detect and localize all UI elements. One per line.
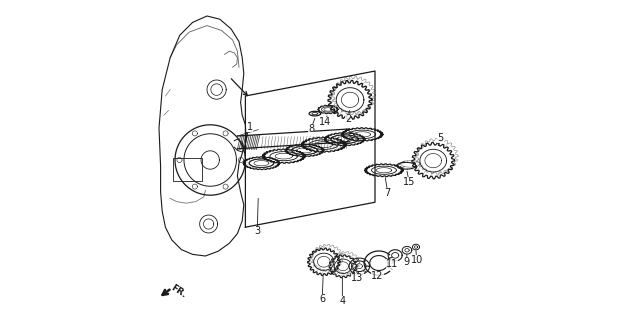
Text: 1: 1 <box>246 122 253 140</box>
Text: 4: 4 <box>339 278 345 307</box>
Text: 7: 7 <box>384 178 391 198</box>
Text: 5: 5 <box>437 132 443 146</box>
Text: 14: 14 <box>319 116 332 127</box>
Text: 3: 3 <box>254 198 260 236</box>
Text: 8: 8 <box>308 118 315 134</box>
Text: 6: 6 <box>319 276 325 304</box>
Text: 13: 13 <box>351 273 363 284</box>
Text: 11: 11 <box>386 259 397 269</box>
Text: 9: 9 <box>403 254 409 268</box>
Text: FR.: FR. <box>169 283 187 300</box>
Text: 15: 15 <box>403 171 415 188</box>
Text: 12: 12 <box>371 270 384 281</box>
Text: 10: 10 <box>411 251 423 265</box>
Text: 2: 2 <box>345 110 351 124</box>
Bar <box>173 158 202 181</box>
